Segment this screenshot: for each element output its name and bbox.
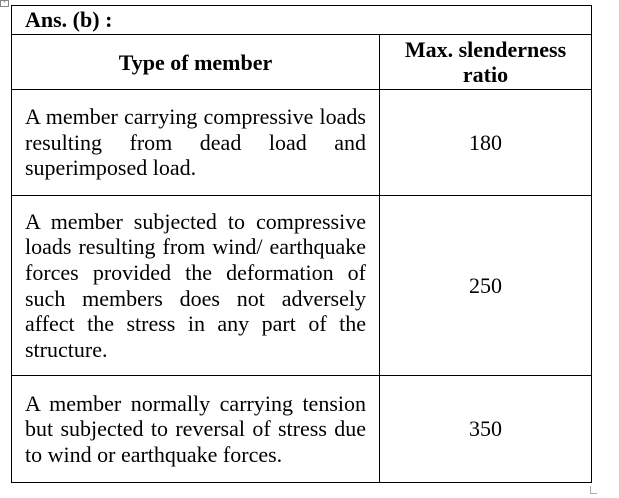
table-move-handle[interactable]: + [0, 0, 9, 7]
table-row: A member subjected to compressive loads … [11, 195, 592, 376]
table-row: A member normally carrying tension but s… [11, 375, 592, 483]
answer-heading: Ans. (b) : [11, 5, 592, 35]
table-row: A member carrying compressive loads resu… [11, 89, 592, 196]
slenderness-table: Ans. (b) : Type of member Max. slenderne… [11, 5, 592, 483]
slenderness-value: 250 [379, 195, 592, 376]
slenderness-value: 350 [379, 375, 592, 483]
slenderness-value: 180 [379, 89, 592, 196]
member-description: A member normally carrying tension but s… [11, 375, 380, 483]
table-end-mark [590, 486, 597, 494]
column-header-slenderness-ratio: Max. slenderness ratio [379, 34, 592, 90]
column-header-member-type: Type of member [11, 34, 380, 90]
member-description: A member subjected to compressive loads … [11, 195, 380, 376]
member-description: A member carrying compressive loads resu… [11, 89, 380, 196]
